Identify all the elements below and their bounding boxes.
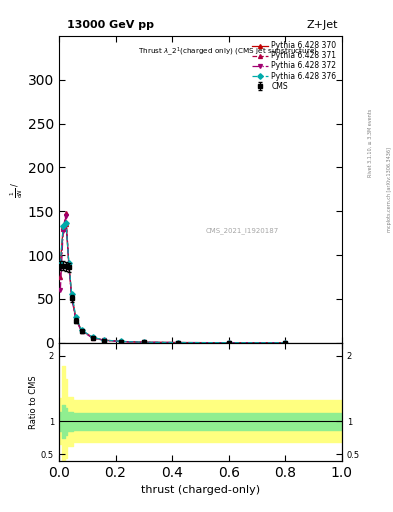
Pythia 6.428 372 [141, 339, 146, 346]
Pythia 6.428 371 [64, 210, 68, 216]
X-axis label: thrust (charged-only): thrust (charged-only) [141, 485, 260, 495]
Pythia 6.428 371 [283, 339, 288, 346]
Pythia 6.428 371 [61, 226, 66, 232]
Pythia 6.428 372 [175, 339, 180, 346]
Line: Pythia 6.428 371: Pythia 6.428 371 [59, 211, 287, 345]
Pythia 6.428 372 [69, 295, 74, 301]
Pythia 6.428 370 [61, 224, 66, 230]
Pythia 6.428 370 [90, 334, 95, 340]
Pythia 6.428 370 [283, 339, 288, 346]
Pythia 6.428 376 [58, 260, 63, 266]
Text: CMS_2021_I1920187: CMS_2021_I1920187 [206, 227, 279, 234]
Pythia 6.428 372 [58, 287, 63, 293]
Pythia 6.428 371 [58, 274, 63, 280]
Pythia 6.428 376 [64, 221, 68, 227]
Pythia 6.428 376 [226, 339, 231, 346]
Pythia 6.428 371 [226, 339, 231, 346]
Text: Thrust $\lambda\_2^1$(charged only) (CMS jet substructure): Thrust $\lambda\_2^1$(charged only) (CMS… [138, 45, 318, 58]
Pythia 6.428 372 [61, 227, 66, 233]
Pythia 6.428 372 [119, 338, 123, 345]
Pythia 6.428 370 [58, 261, 63, 267]
Pythia 6.428 372 [79, 328, 84, 334]
Pythia 6.428 371 [175, 339, 180, 346]
Pythia 6.428 376 [175, 339, 180, 346]
Pythia 6.428 371 [73, 317, 78, 323]
Pythia 6.428 370 [226, 339, 231, 346]
Pythia 6.428 372 [283, 339, 288, 346]
Pythia 6.428 370 [79, 327, 84, 333]
Text: 13000 GeV pp: 13000 GeV pp [67, 20, 154, 30]
Pythia 6.428 376 [79, 327, 84, 333]
Pythia 6.428 372 [102, 337, 107, 344]
Pythia 6.428 371 [90, 335, 95, 341]
Pythia 6.428 370 [175, 339, 180, 346]
Pythia 6.428 371 [119, 338, 123, 345]
Pythia 6.428 376 [61, 223, 66, 229]
Pythia 6.428 370 [69, 291, 74, 297]
Line: Pythia 6.428 370: Pythia 6.428 370 [59, 222, 287, 345]
Pythia 6.428 371 [141, 339, 146, 346]
Pythia 6.428 371 [102, 337, 107, 344]
Pythia 6.428 370 [66, 261, 71, 267]
Pythia 6.428 372 [64, 212, 68, 219]
Pythia 6.428 370 [73, 315, 78, 321]
Pythia 6.428 376 [90, 334, 95, 340]
Pythia 6.428 370 [141, 339, 146, 345]
Text: mcplots.cern.ch [arXiv:1306.3436]: mcplots.cern.ch [arXiv:1306.3436] [387, 147, 392, 232]
Text: Z+Jet: Z+Jet [307, 20, 338, 30]
Pythia 6.428 376 [66, 260, 71, 266]
Y-axis label: $\mathrm{d}^2N$
$\mathrm{d}\,p_\mathrm{T}\,\mathrm{d}\,\lambda$

$\frac{1}{\math: $\mathrm{d}^2N$ $\mathrm{d}\,p_\mathrm{T… [0, 174, 25, 204]
Pythia 6.428 372 [73, 317, 78, 324]
Pythia 6.428 376 [73, 314, 78, 321]
Pythia 6.428 376 [69, 291, 74, 297]
Pythia 6.428 372 [226, 339, 231, 346]
Pythia 6.428 370 [102, 337, 107, 343]
Pythia 6.428 371 [69, 294, 74, 300]
Pythia 6.428 376 [102, 337, 107, 343]
Pythia 6.428 371 [66, 263, 71, 269]
Pythia 6.428 370 [64, 221, 68, 227]
Pythia 6.428 372 [66, 263, 71, 269]
Text: Rivet 3.1.10, ≥ 3.3M events: Rivet 3.1.10, ≥ 3.3M events [367, 109, 373, 177]
Pythia 6.428 376 [283, 339, 288, 346]
Pythia 6.428 376 [141, 339, 146, 345]
Pythia 6.428 376 [119, 338, 123, 345]
Line: Pythia 6.428 376: Pythia 6.428 376 [59, 222, 287, 345]
Pythia 6.428 370 [119, 338, 123, 345]
Line: Pythia 6.428 372: Pythia 6.428 372 [59, 214, 287, 345]
Pythia 6.428 372 [90, 335, 95, 341]
Y-axis label: Ratio to CMS: Ratio to CMS [29, 375, 38, 429]
Pythia 6.428 371 [79, 328, 84, 334]
Legend: Pythia 6.428 370, Pythia 6.428 371, Pythia 6.428 372, Pythia 6.428 376, CMS: Pythia 6.428 370, Pythia 6.428 371, Pyth… [248, 38, 340, 94]
